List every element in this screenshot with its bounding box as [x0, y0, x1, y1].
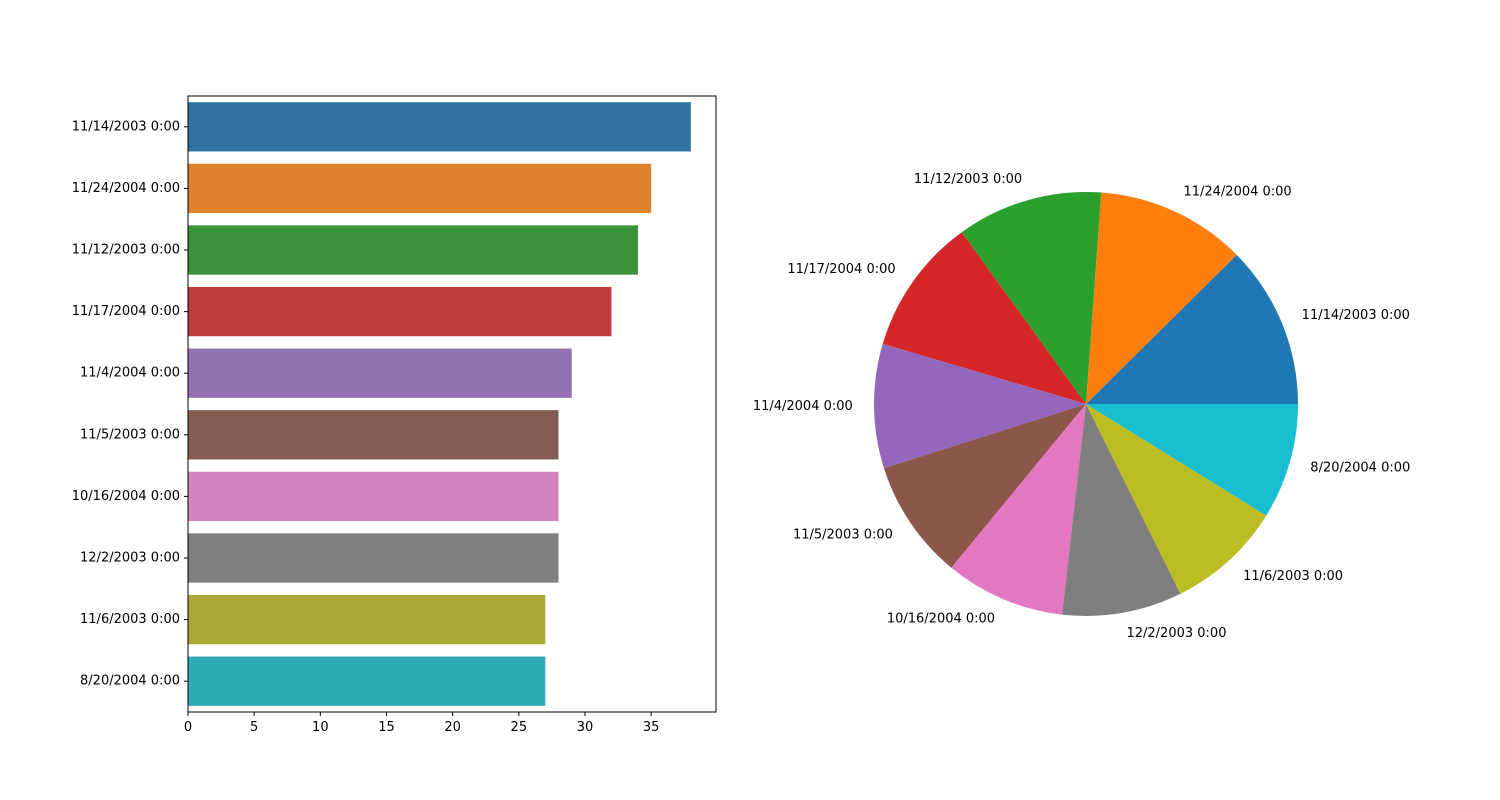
- pie-slice: [1086, 192, 1237, 404]
- plot-frame: [187, 95, 717, 713]
- pie-slice: [1086, 404, 1267, 594]
- pie-slice: [883, 404, 1086, 568]
- y-tick-label: 11/17/2004 0:00: [72, 304, 180, 319]
- bar: [188, 471, 559, 522]
- x-tick-label: 10: [312, 720, 329, 735]
- pie-label: 8/20/2004 0:00: [1310, 460, 1410, 475]
- pie-label: 11/5/2003 0:00: [793, 527, 893, 542]
- bar: [188, 533, 559, 583]
- pie-slices: [874, 191, 1298, 617]
- pie-slice: [951, 404, 1086, 615]
- x-tick-label: 30: [577, 720, 594, 735]
- x-tick-label: 0: [184, 720, 192, 735]
- bar: [188, 348, 572, 398]
- y-tick-label: 8/20/2004 0:00: [80, 674, 180, 689]
- pie-label: 11/14/2003 0:00: [1302, 308, 1410, 323]
- x-tick-label: 20: [444, 720, 461, 735]
- x-tick-label: 5: [250, 720, 258, 735]
- pie-slice: [1062, 404, 1181, 617]
- bar-chart: 11/14/2003 0:00 11/24/2004 0:00 11/12/2003…: [72, 95, 717, 735]
- pie-label: 11/12/2003 0:00: [914, 172, 1022, 187]
- pie-label: 10/16/2004 0:00: [887, 611, 995, 626]
- pie-label: 12/2/2003 0:00: [1126, 626, 1226, 641]
- y-tick-label: 11/6/2003 0:00: [80, 612, 180, 627]
- x-tick-label: 15: [378, 720, 395, 735]
- y-tick-label: 10/16/2004 0:00: [72, 489, 180, 504]
- x-tick-label: 35: [643, 720, 660, 735]
- bar: [188, 594, 546, 645]
- bar: [188, 225, 638, 275]
- y-tick-label: 11/4/2004 0:00: [80, 366, 180, 381]
- y-tick-label: 11/14/2003 0:00: [72, 119, 180, 134]
- pie-slice: [1086, 404, 1298, 516]
- pie-chart: 11/14/2003 0:00 11/24/2004 0:00 11/12/2003…: [753, 172, 1410, 641]
- y-tick-label: 11/5/2003 0:00: [80, 427, 180, 442]
- pie-label: 11/17/2004 0:00: [787, 262, 895, 277]
- y-tick-label: 11/24/2004 0:00: [72, 181, 180, 196]
- pie-slice: [882, 232, 1086, 404]
- bar: [188, 163, 652, 214]
- pie-label: 11/4/2004 0:00: [753, 399, 853, 414]
- pie-labels: 11/14/2003 0:00 11/24/2004 0:00 11/12/2003…: [753, 172, 1410, 641]
- pie-slice: [961, 191, 1102, 404]
- y-tick-label: 12/2/2003 0:00: [80, 551, 180, 566]
- x-axis: 0 5 10 15 20 25 30 35: [184, 712, 660, 735]
- y-tick-label: 11/12/2003 0:00: [72, 243, 180, 258]
- bar: [188, 656, 546, 706]
- bar: [188, 410, 559, 460]
- pie-label: 11/24/2004 0:00: [1183, 185, 1291, 200]
- y-axis: 11/14/2003 0:00 11/24/2004 0:00 11/12/2003…: [72, 119, 188, 689]
- bar: [188, 102, 691, 152]
- bar: [188, 286, 612, 337]
- x-tick-label: 25: [511, 720, 528, 735]
- pie-label: 11/6/2003 0:00: [1243, 569, 1343, 584]
- bar-series: [188, 102, 691, 706]
- pie-slice: [1086, 254, 1298, 404]
- pie-slice: [874, 343, 1086, 469]
